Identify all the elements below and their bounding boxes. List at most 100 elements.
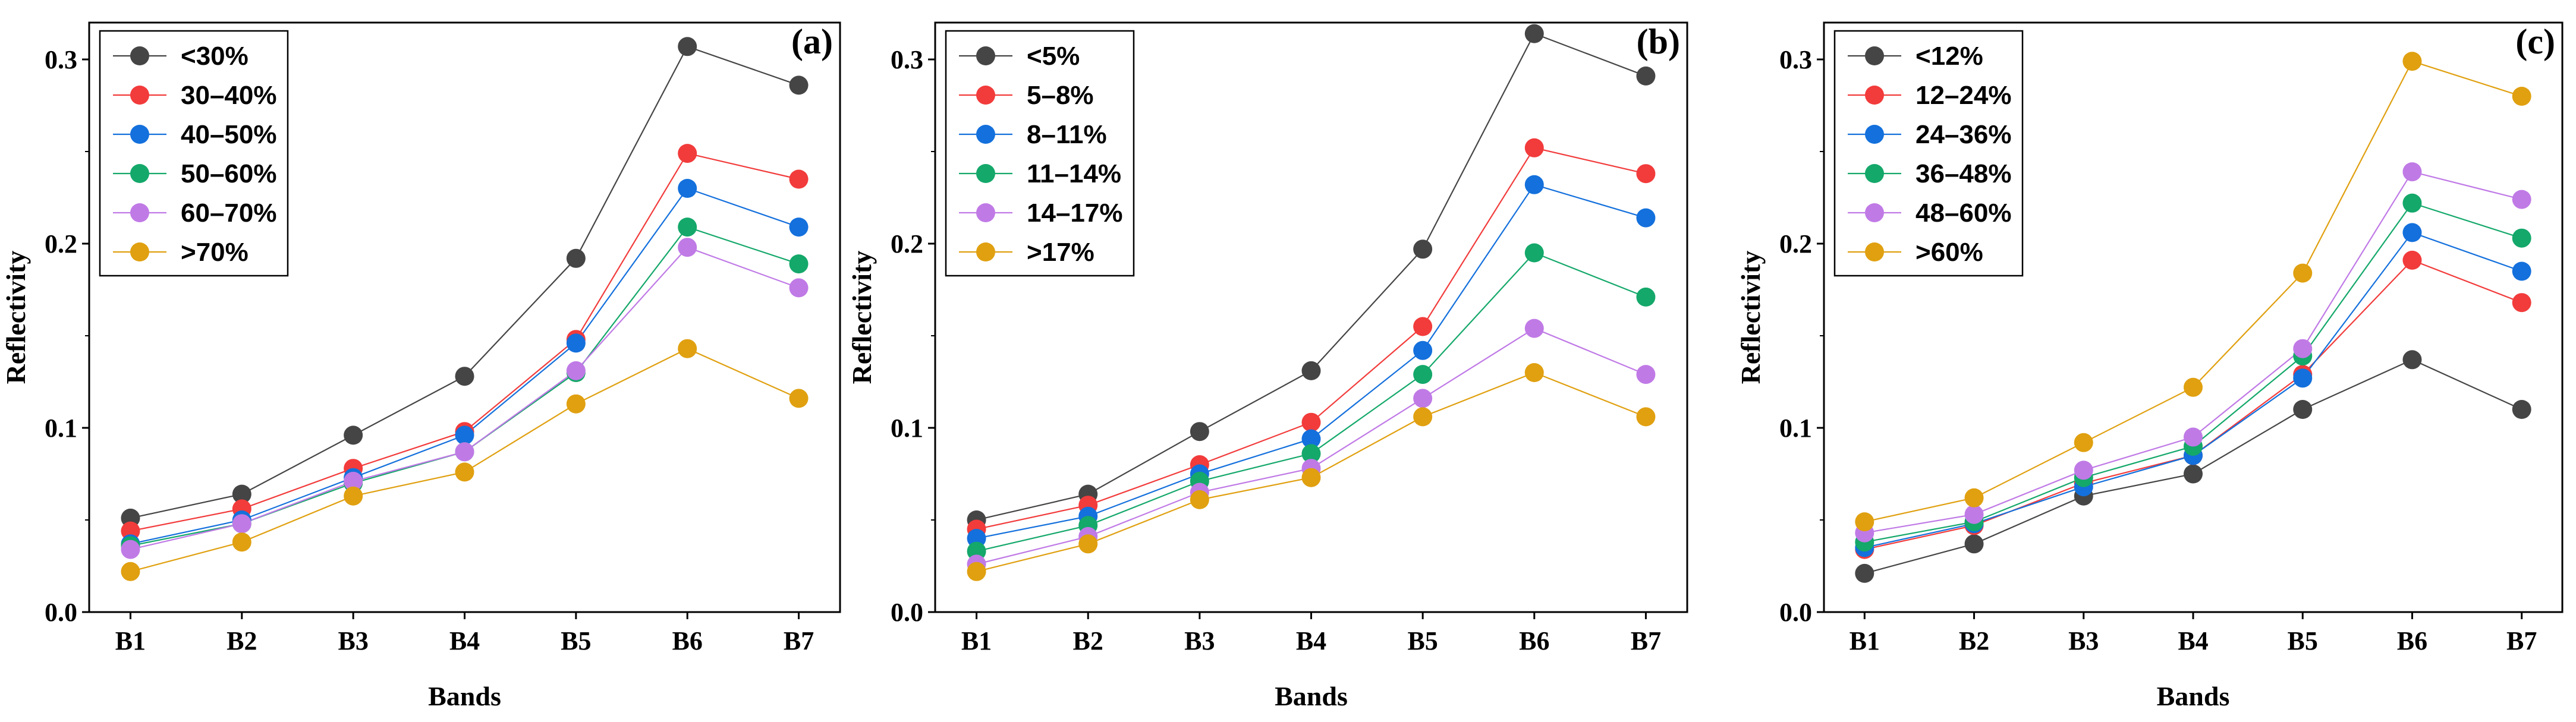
chart-1-series-4-point-6 [1636,365,1656,384]
chart-1-legend-marker-3 [976,164,995,183]
chart-0-legend-marker-0 [130,46,149,65]
chart-2-series-3-point-5 [2402,193,2422,213]
chart-2-series-5-point-0 [1855,512,1874,532]
chart-1-series-3-line [976,252,1646,552]
chart-1-legend-label-5: >17% [1027,238,1094,267]
chart-2-series-1-line [1864,259,2522,550]
chart-2-series-3-point-6 [2512,228,2531,248]
chart-2-series-5-point-6 [2512,87,2531,106]
chart-2-series-5-point-3 [2184,377,2203,397]
chart-2-series-5-point-5 [2402,52,2422,71]
chart-1-series-5-point-4 [1413,407,1433,427]
chart-0-xtick-label-1: B2 [227,626,257,655]
chart-0-legend-marker-5 [130,242,149,261]
chart-1-series-2-point-6 [1636,208,1656,228]
chart-0-series-5-point-1 [232,532,251,552]
chart-2-xtick-label-2: B3 [2068,626,2099,655]
chart-1-series-0-point-5 [1524,24,1544,43]
chart-0-series-4-point-0 [121,540,140,559]
chart-1-ytick-label-3: 0.3 [891,45,923,74]
chart-2-series-0-point-6 [2512,400,2531,419]
chart-0-legend-marker-3 [130,164,149,183]
chart-1-legend-marker-2 [976,125,995,144]
chart-2-series-4-point-3 [2184,427,2203,447]
chart-0-panel-label: (a) [791,22,833,61]
chart-0-series-0-point-6 [789,75,809,95]
chart-1-xtick-label-2: B3 [1184,626,1215,655]
chart-2-xlabel: Bands [2157,681,2230,711]
chart-1-series-4-point-4 [1413,389,1433,408]
chart-0-xtick-label-5: B6 [672,626,703,655]
chart-2-legend-label-5: >60% [1916,238,1983,267]
chart-0-series-2-point-6 [789,217,809,237]
chart-2-ylabel: Reflectivity [1735,251,1766,384]
chart-0-ytick-label-1: 0.1 [45,414,77,443]
chart-0-series-4-point-6 [789,278,809,298]
chart-1-series-0-point-4 [1413,239,1433,259]
chart-1-series-5-point-6 [1636,407,1656,427]
chart-0-series-0-point-1 [232,484,251,504]
chart-0-series-4-point-5 [678,238,697,257]
chart-0-legend-label-5: >70% [181,238,249,267]
chart-1-series-1-point-3 [1301,412,1321,432]
chart-0-series-4-line [130,246,799,550]
chart-1-legend-label-0: <5% [1027,42,1080,71]
chart-1-xtick-label-0: B1 [961,626,992,655]
chart-2-xtick-label-1: B2 [1959,626,1989,655]
chart-0-series-2-point-5 [678,179,697,198]
chart-2-legend-marker-5 [1865,242,1884,261]
chart-1-legend-marker-1 [976,86,995,105]
chart-2-ytick-label-2: 0.2 [1779,229,1812,258]
chart-0-panel: 0.0 0.1 0.2 0.3 B1 B2 B3 B4 B5 B6 B7 Bands Reflectiv… [1,21,841,711]
chart-0-series-2-point-3 [455,425,474,445]
chart-1-series-3-point-3 [1301,444,1321,464]
chart-1-legend-marker-5 [976,242,995,261]
chart-2-ytick-label-1: 0.1 [1779,414,1812,443]
chart-2-panel-label: (c) [2515,22,2555,61]
chart-0-series-2-point-4 [566,333,586,353]
chart-1-legend: <5% 5–8% 8–11% 11–14% 14–17% >17% [945,30,1135,277]
chart-1-series-0-point-6 [1636,66,1656,86]
chart-0-ytick-label-2: 0.2 [45,229,77,258]
chart-1-ytick-label-0: 0.0 [891,598,923,627]
chart-0-series-5-point-6 [789,389,809,408]
chart-1-series-4-point-5 [1524,319,1544,338]
chart-2-xtick-label-4: B5 [2288,626,2318,655]
chart-1-xtick-label-5: B6 [1519,626,1549,655]
chart-0-ytick-label-3: 0.3 [45,45,77,74]
chart-2-legend: <12% 12–24% 24–36% 36–48% 48–60% >60% [1833,30,2024,277]
chart-0-series-5-point-5 [678,339,697,358]
chart-1-series-0-point-3 [1301,361,1321,380]
chart-1-series-5-point-3 [1301,468,1321,487]
chart-0-legend-label-3: 50–60% [181,159,276,188]
chart-2-series-4-point-4 [2293,339,2313,358]
chart-1-series-1-point-6 [1636,164,1656,184]
chart-1-series-5-point-0 [967,562,986,581]
chart-2-legend-marker-3 [1865,164,1884,183]
chart-2-panel: 0.0 0.1 0.2 0.3 B1 B2 B3 B4 B5 B6 B7 Bands Reflectiv… [1735,21,2564,711]
chart-1-series-0-point-2 [1190,422,1209,442]
chart-1-ytick-label-2: 0.2 [891,229,923,258]
chart-1-legend-label-2: 8–11% [1027,120,1107,149]
chart-2-xtick-label-6: B7 [2506,626,2537,655]
chart-0-series-4-point-2 [344,471,363,491]
chart-2-legend-marker-1 [1865,86,1884,105]
chart-2-legend-label-2: 24–36% [1916,120,2011,149]
chart-2-series-5-point-1 [1964,488,1984,507]
chart-0-xtick-label-4: B5 [561,626,591,655]
chart-2-series-4-point-5 [2402,162,2422,182]
chart-1-series-5-point-1 [1078,534,1098,554]
chart-1-legend-box [945,30,1135,277]
chart-1-series-3-point-4 [1413,365,1433,384]
chart-0-xlabel: Bands [428,681,501,711]
chart-0-legend-marker-4 [130,203,149,222]
chart-1-legend-marker-4 [976,203,995,222]
chart-1-series-1-point-4 [1413,317,1433,336]
chart-0-series-1-point-5 [678,144,697,163]
chart-2-series-1-point-6 [2512,293,2531,313]
chart-2-legend-marker-4 [1865,203,1884,222]
chart-2-legend-marker-2 [1865,125,1884,144]
chart-1-legend-marker-0 [976,46,995,65]
chart-2-series-5-point-4 [2293,263,2313,283]
chart-1-legend-label-4: 14–17% [1027,198,1122,228]
